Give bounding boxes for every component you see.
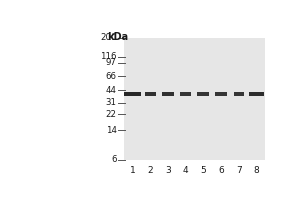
Text: 2: 2 <box>147 166 153 175</box>
Text: 5: 5 <box>200 166 206 175</box>
Text: 31: 31 <box>106 98 116 107</box>
Text: 6: 6 <box>111 155 116 164</box>
Text: 1: 1 <box>130 166 135 175</box>
FancyBboxPatch shape <box>145 92 156 96</box>
FancyBboxPatch shape <box>197 92 209 96</box>
Text: 200: 200 <box>100 33 116 42</box>
Text: 66: 66 <box>106 72 116 81</box>
Text: 116: 116 <box>100 52 116 61</box>
FancyBboxPatch shape <box>124 92 141 96</box>
Text: 14: 14 <box>106 126 116 135</box>
FancyBboxPatch shape <box>162 92 174 96</box>
FancyBboxPatch shape <box>215 92 226 96</box>
FancyBboxPatch shape <box>180 92 191 96</box>
Text: 97: 97 <box>106 58 116 67</box>
Text: 8: 8 <box>254 166 260 175</box>
Text: 7: 7 <box>236 166 242 175</box>
Text: kDa: kDa <box>107 32 128 42</box>
FancyBboxPatch shape <box>124 38 266 160</box>
Text: 6: 6 <box>218 166 224 175</box>
Text: 4: 4 <box>183 166 188 175</box>
FancyBboxPatch shape <box>249 92 264 96</box>
Text: 22: 22 <box>106 110 116 119</box>
Text: 44: 44 <box>106 86 116 95</box>
Text: 3: 3 <box>165 166 171 175</box>
FancyBboxPatch shape <box>233 92 244 96</box>
